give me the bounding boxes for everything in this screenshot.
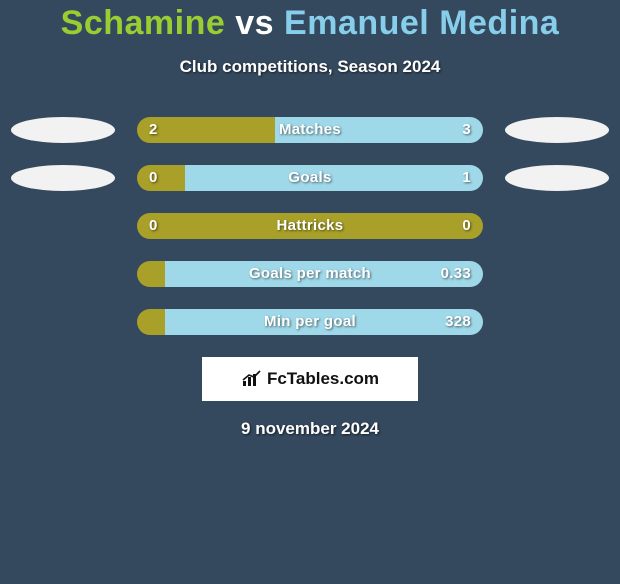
stat-label: Min per goal	[137, 309, 483, 335]
stat-bar: 23Matches	[137, 117, 483, 143]
team-badge-left	[11, 165, 115, 191]
team-badge-right	[505, 117, 609, 143]
page-title: Schamine vs Emanuel Medina	[0, 4, 620, 43]
comparison-rows: 23Matches 01Goals 00Hattricks 0.33Goals per…	[0, 117, 620, 335]
stat-bar: 00Hattricks	[137, 213, 483, 239]
subtitle: Club competitions, Season 2024	[0, 57, 620, 77]
stat-label: Matches	[137, 117, 483, 143]
player1-name: Schamine	[61, 4, 226, 42]
team-badge-left	[11, 117, 115, 143]
stat-row: 328Min per goal	[0, 309, 620, 335]
stat-row: 23Matches	[0, 117, 620, 143]
stat-row: 01Goals	[0, 165, 620, 191]
vs-text: vs	[235, 4, 274, 42]
stat-label: Goals per match	[137, 261, 483, 287]
stat-label: Goals	[137, 165, 483, 191]
brand-text: FcTables.com	[267, 369, 379, 389]
brand-box: FcTables.com	[202, 357, 418, 401]
team-badge-right	[505, 165, 609, 191]
footer-date: 9 november 2024	[0, 419, 620, 439]
stat-bar: 01Goals	[137, 165, 483, 191]
stat-row: 00Hattricks	[0, 213, 620, 239]
stat-label: Hattricks	[137, 213, 483, 239]
stat-bar: 0.33Goals per match	[137, 261, 483, 287]
brand-chart-icon	[241, 370, 263, 388]
stat-bar: 328Min per goal	[137, 309, 483, 335]
stat-row: 0.33Goals per match	[0, 261, 620, 287]
player2-name: Emanuel Medina	[284, 4, 559, 42]
